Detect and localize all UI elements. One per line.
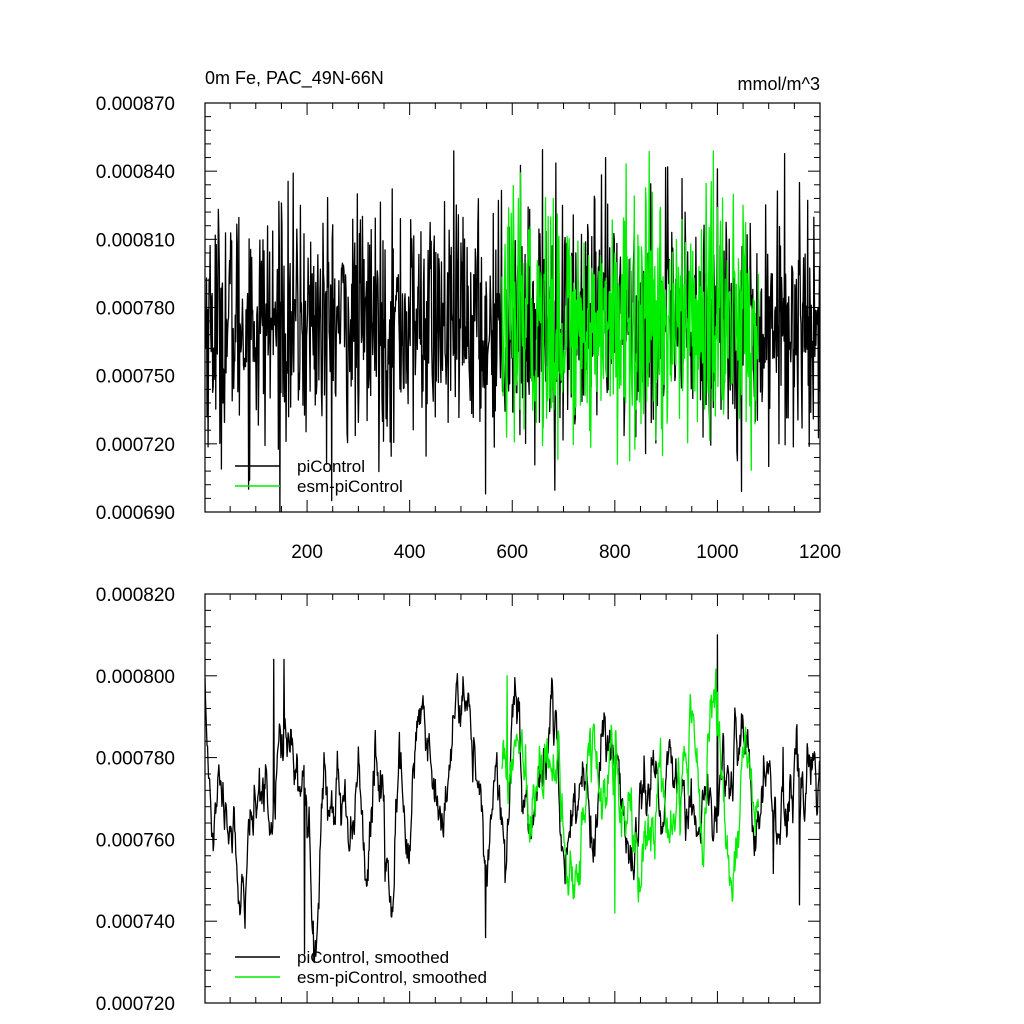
- legend-label: piControl, smoothed: [297, 948, 449, 967]
- y-tick-label: 0.000690: [96, 503, 175, 524]
- top-panel-title: 0m Fe, PAC_49N-66N: [205, 68, 384, 89]
- y-tick-label: 0.000740: [96, 912, 175, 933]
- top-panel: 0m Fe, PAC_49N-66N mmol/m^3 0.000690 0.00…: [96, 68, 841, 563]
- y-tick-label: 0.000780: [96, 299, 175, 320]
- x-tick-label: 200: [291, 542, 323, 563]
- x-tick-label: 1000: [696, 542, 738, 563]
- y-tick-label: 0.000750: [96, 367, 175, 388]
- series-line-esm-picontrol: [501, 150, 760, 471]
- x-tick-label: 400: [394, 542, 426, 563]
- y-tick-label: 0.000870: [96, 94, 175, 115]
- bottom-panel: 0.000720 0.000740 0.000760 0.000780 0.000800…: [96, 585, 821, 1015]
- x-tick-label: 800: [599, 542, 631, 563]
- top-panel-units: mmol/m^3: [738, 74, 820, 94]
- series-line-picontrol-smoothed: [205, 634, 820, 964]
- y-tick-label: 0.000760: [96, 830, 175, 851]
- y-tick-label: 0.000800: [96, 667, 175, 688]
- series-line-picontrol: [205, 148, 820, 512]
- plot-frame: [204, 593, 821, 1004]
- y-tick-label: 0.000820: [96, 585, 175, 606]
- y-tick-label: 0.000840: [96, 162, 175, 183]
- legend-label: esm-piControl, smoothed: [297, 968, 487, 987]
- y-tick-label: 0.000720: [96, 435, 175, 456]
- x-tick-label: 600: [496, 542, 528, 563]
- legend-label: esm-piControl: [297, 477, 403, 496]
- x-tick-label: 1200: [799, 542, 841, 563]
- legend-label: piControl: [297, 457, 365, 476]
- series-line-esm-picontrol-smoothed: [501, 668, 760, 914]
- y-tick-label: 0.000720: [96, 994, 175, 1015]
- y-tick-label: 0.000810: [96, 230, 175, 251]
- y-tick-label: 0.000780: [96, 749, 175, 770]
